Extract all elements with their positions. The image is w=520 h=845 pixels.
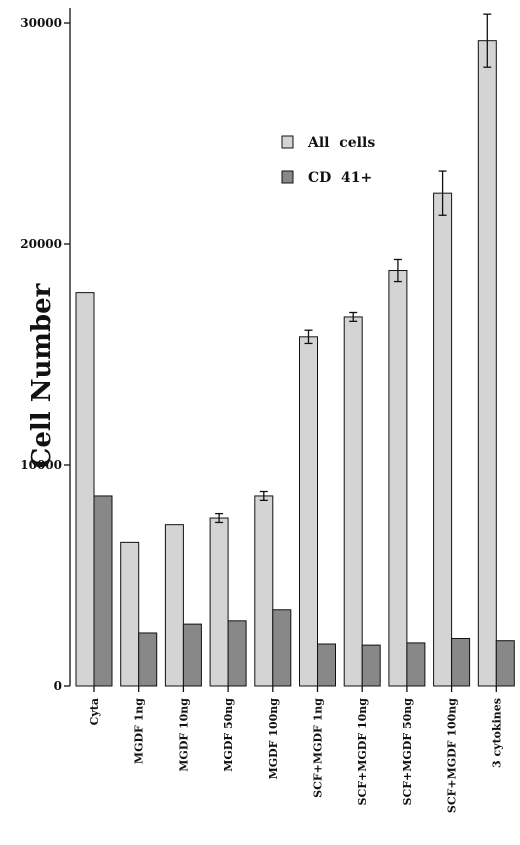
bar-cd41 xyxy=(451,637,471,687)
x-tick-labels: Cyta MGDF 1ng MGDF 10ng MGDF 50ng MGDF 100ng… xyxy=(88,686,503,813)
y-tick-label: 30000 xyxy=(20,16,62,30)
y-ticks: 0 10000 20000 30000 xyxy=(20,16,70,693)
bar-all-cells xyxy=(209,517,229,687)
bar-cd41 xyxy=(317,643,336,687)
bar-cd41 xyxy=(93,495,113,687)
bar-all-cells xyxy=(120,541,140,687)
x-tick-label: SCF+MGDF 10ng xyxy=(356,698,369,806)
x-tick-label: MGDF 1ng xyxy=(133,698,146,764)
bar-all-cells xyxy=(477,40,497,687)
x-tick-label: SCF+MGDF 100ng xyxy=(446,698,459,813)
legend-swatch-all-cells xyxy=(281,135,294,149)
bar-all-cells xyxy=(299,336,318,687)
bar-all-cells xyxy=(254,495,274,687)
bar-all-cells xyxy=(343,316,363,687)
x-tick-label: MGDF 100ng xyxy=(267,698,280,780)
bar-all-cells xyxy=(388,270,408,687)
bar-all-cells xyxy=(433,192,453,687)
bar-cd41 xyxy=(495,640,515,687)
error-bars xyxy=(215,13,492,524)
legend: All cells CD 41+ xyxy=(281,135,375,186)
x-tick-label: MGDF 50ng xyxy=(222,698,235,772)
bar-all-cells xyxy=(75,292,95,687)
y-tick-label: 10000 xyxy=(20,458,62,472)
bar-cd41 xyxy=(138,632,158,687)
bar-cd41 xyxy=(361,644,381,687)
bars xyxy=(75,40,515,687)
y-axis-label: Cell Number xyxy=(27,283,57,468)
legend-label-cd41: CD 41+ xyxy=(308,170,372,186)
legend-label-all-cells: All cells xyxy=(307,135,375,151)
y-tick-label: 20000 xyxy=(20,237,62,251)
y-tick-label: 0 xyxy=(54,679,62,693)
x-tick-label: 3 cytokines xyxy=(490,698,503,768)
x-tick-label: SCF+MGDF 1ng xyxy=(312,698,325,798)
legend-swatch-cd41 xyxy=(281,170,294,184)
bar-cd41 xyxy=(406,642,426,687)
bar-cd41 xyxy=(227,620,247,687)
x-tick-label: SCF+MGDF 50ng xyxy=(401,698,414,806)
bar-cd41 xyxy=(182,623,202,687)
bar-all-cells xyxy=(164,524,184,687)
x-tick-label: MGDF 10ng xyxy=(177,698,190,772)
x-tick-label: Cyta xyxy=(88,698,101,725)
bar-cd41 xyxy=(272,609,292,687)
